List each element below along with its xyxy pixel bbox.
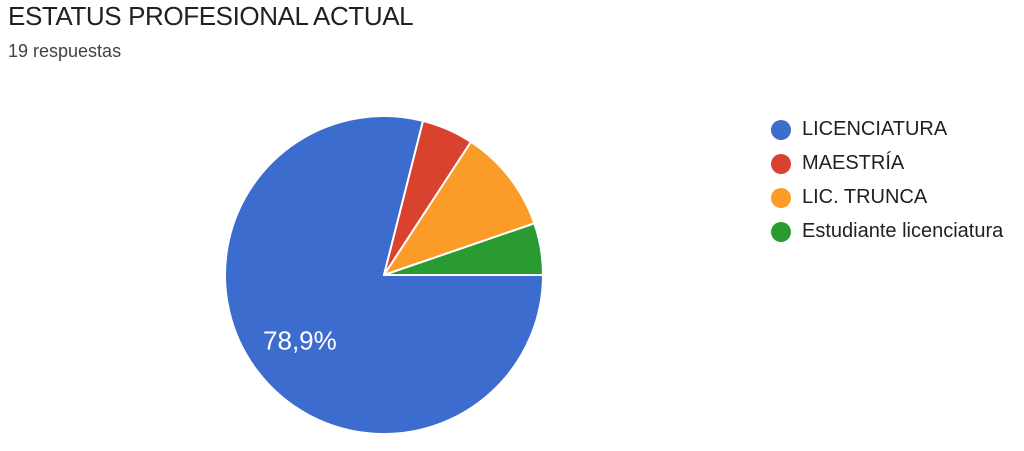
legend-item-licenciatura: LICENCIATURA: [771, 118, 1003, 140]
legend-item-label: Estudiante licenciatura: [802, 220, 1004, 242]
chart-legend: LICENCIATURA MAESTRÍA LIC. TRUNCA Estudiant…: [771, 118, 1004, 255]
legend-item-lic-trunca: LIC. TRUNCA: [771, 186, 1003, 208]
pie-slice-estudiante-licenciatura[interactable]: [383, 222, 544, 276]
legend-dot-icon: [771, 119, 791, 140]
legend-dot-icon: [771, 221, 791, 242]
chart-title: ESTATUS PROFESIONAL ACTUAL: [8, 1, 414, 31]
legend-dot-icon: [771, 153, 791, 174]
legend-item-label: LICENCIATURA: [802, 118, 948, 140]
legend-item-label: LIC. TRUNCA: [802, 186, 928, 208]
legend-dot-icon: [771, 187, 791, 208]
legend-item-label: MAESTRÍA: [802, 152, 905, 174]
pie-slice-lic-trunca[interactable]: [383, 140, 536, 276]
legend-item-estudiante-licenciatura: Estudiante licenciatura: [771, 220, 1004, 242]
legend-item-maestria: MAESTRÍA: [771, 152, 1003, 174]
pie-slice-percentage-label: 78,9%: [263, 325, 337, 355]
response-count: 19 respuestas: [8, 41, 122, 61]
